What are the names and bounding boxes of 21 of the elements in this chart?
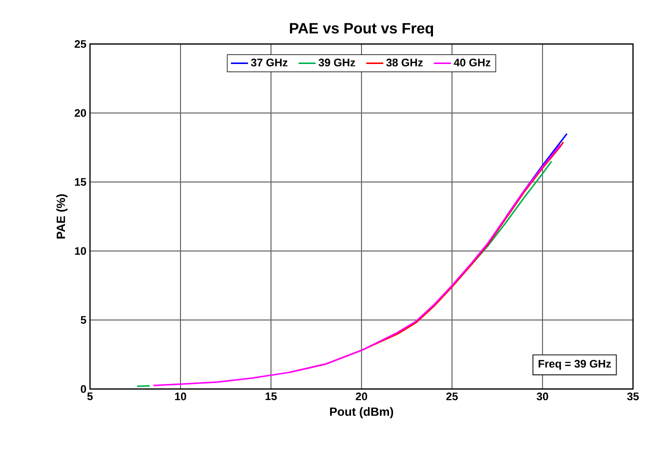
legend-label: 39 GHz — [318, 58, 356, 66]
x-tick-label: 5 — [87, 392, 93, 400]
x-tick-label: 20 — [356, 392, 368, 400]
y-axis-title: PAE (%) — [56, 194, 68, 239]
y-tick-label: 25 — [74, 40, 86, 48]
legend-label: 40 GHz — [454, 58, 490, 66]
y-tick-label: 15 — [74, 178, 86, 186]
x-tick-label: 35 — [627, 392, 639, 400]
x-axis-title: Pout (dBm) — [330, 407, 394, 418]
y-tick-label: 5 — [80, 316, 86, 324]
annotation: Freq = 39 GHz — [538, 360, 611, 370]
x-tick-label: 10 — [175, 392, 186, 400]
legend-label: 37 GHz — [250, 58, 288, 66]
y-tick-label: 10 — [74, 247, 86, 255]
legend-label: 38 GHz — [386, 58, 423, 66]
y-tick-label: 0 — [80, 385, 86, 393]
x-tick-label: 25 — [446, 392, 458, 400]
chart-title: PAE vs Pout vs Freq — [290, 23, 434, 36]
x-tick-label: 15 — [266, 392, 277, 400]
x-tick-label: 30 — [536, 392, 548, 400]
y-tick-label: 20 — [74, 109, 86, 117]
